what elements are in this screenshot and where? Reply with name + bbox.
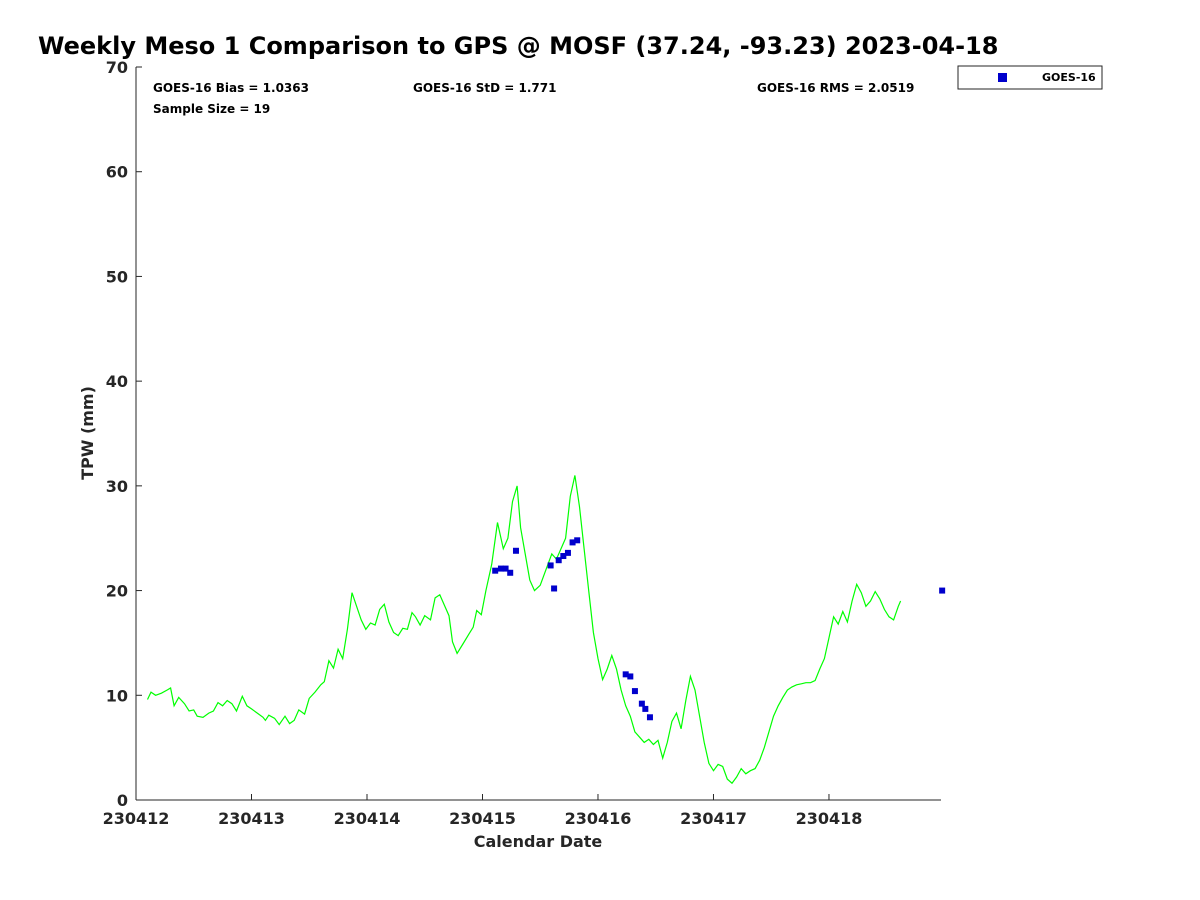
goes16-point	[547, 562, 554, 569]
bias-stat: GOES-16 Bias = 1.0363	[153, 81, 309, 95]
x-tick-label: 230417	[680, 809, 747, 828]
gps-tpw-line	[146, 475, 902, 785]
rms-stat: GOES-16 RMS = 2.0519	[757, 81, 914, 95]
goes16-point	[646, 714, 653, 721]
goes16-point	[512, 547, 519, 554]
chart-title: Weekly Meso 1 Comparison to GPS @ MOSF (…	[38, 32, 998, 60]
goes16-point	[560, 553, 567, 560]
y-tick-label: 40	[106, 372, 128, 391]
x-tick-label: 230418	[796, 809, 863, 828]
y-tick-label: 70	[106, 58, 128, 77]
goes16-point	[492, 567, 499, 574]
y-tick-label: 10	[106, 686, 128, 705]
goes16-point	[497, 565, 504, 572]
legend-marker-goes16	[998, 73, 1007, 82]
goes16-point	[551, 585, 558, 592]
y-tick-label: 20	[106, 582, 128, 601]
legend-label-goes16: GOES-16	[1042, 71, 1096, 84]
goes16-point	[569, 539, 576, 546]
goes16-point	[574, 537, 581, 544]
y-ticks: 0 10 20 30 40 50 60 70	[106, 58, 142, 810]
legend-box	[957, 65, 1103, 90]
y-tick-label: 60	[106, 163, 128, 182]
goes16-point	[638, 700, 645, 707]
stats-annotations: GOES-16 Bias = 1.0363 GOES-16 StD = 1.77…	[153, 81, 914, 116]
goes16-point	[502, 565, 509, 572]
goes16-point	[555, 557, 562, 564]
x-axis-label: Calendar Date	[474, 832, 603, 851]
plot-area: 0 10 20 30 40 50 60 70 230412 230413 230414 230415…	[103, 58, 946, 828]
y-tick-label: 50	[106, 267, 128, 286]
x-tick-label: 230414	[334, 809, 401, 828]
x-tick-label: 230416	[565, 809, 632, 828]
goes16-point	[627, 673, 634, 680]
y-axis-label: TPW (mm)	[78, 386, 97, 480]
y-tick-label: 30	[106, 477, 128, 496]
goes16-point	[631, 688, 638, 695]
x-tick-label: 230412	[103, 809, 170, 828]
x-ticks: 230412 230413 230414 230415 230416 230417 2304…	[103, 794, 863, 828]
goes16-point	[642, 705, 649, 712]
goes16-point	[507, 569, 514, 576]
y-tick-label: 0	[117, 791, 128, 810]
series-layer	[146, 475, 946, 785]
sample-size-stat: Sample Size = 19	[153, 102, 270, 116]
std-stat: GOES-16 StD = 1.771	[413, 81, 556, 95]
x-tick-label: 230413	[218, 809, 285, 828]
legend: GOES-16	[957, 65, 1103, 90]
goes16-point	[939, 587, 946, 594]
goes16-point	[564, 549, 571, 556]
goes16-point	[622, 671, 629, 678]
x-tick-label: 230415	[449, 809, 516, 828]
